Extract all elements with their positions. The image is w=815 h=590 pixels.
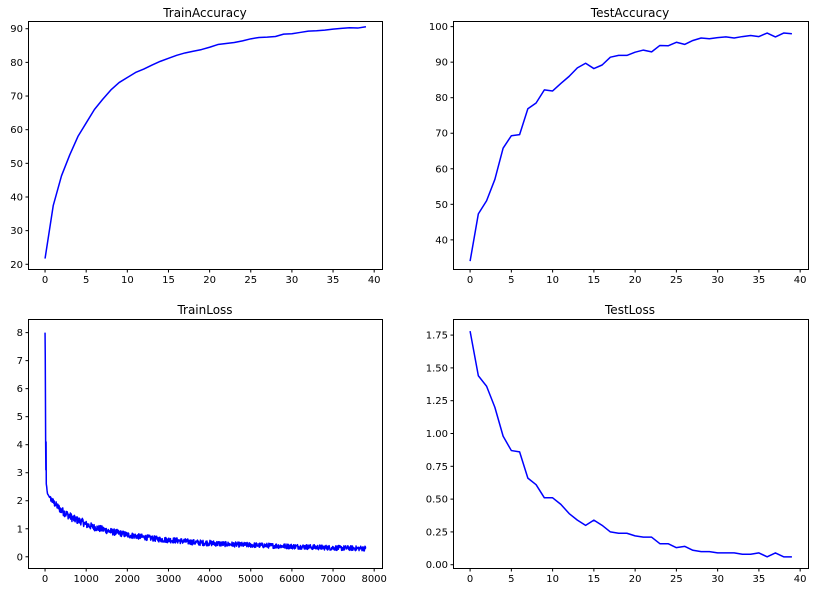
x-tick-label: 30 xyxy=(711,574,724,585)
y-tick-label: 8 xyxy=(17,328,23,339)
x-tick-label: 8000 xyxy=(361,574,386,585)
y-tick-label: 1.75 xyxy=(426,331,448,342)
y-tick-label: 30 xyxy=(10,226,23,237)
panel-test-accuracy: TestAccuracy 0 5 10 15 20 25 30 35 40 40 50 60 70 80 9… xyxy=(429,6,809,286)
y-tick-label: 1.25 xyxy=(426,396,448,407)
panel-train-loss: TrainLoss 0 1000 2000 3000 4000 5000 6000 7000 8… xyxy=(17,303,387,585)
y-tick-label: 90 xyxy=(10,24,23,35)
y-tick-label: 1 xyxy=(17,524,23,535)
x-tick-label: 6000 xyxy=(279,574,304,585)
chart-title: TestAccuracy xyxy=(590,6,669,20)
x-tick-label: 0 xyxy=(467,574,473,585)
x-tick-label: 10 xyxy=(546,275,559,286)
y-tick-label: 0.50 xyxy=(426,495,448,506)
y-tick-label: 80 xyxy=(10,58,23,69)
x-tick-label: 25 xyxy=(670,275,683,286)
x-tick-label: 30 xyxy=(286,275,299,286)
axes-frame xyxy=(453,21,809,270)
x-tick-label: 15 xyxy=(587,574,600,585)
y-tick-label: 40 xyxy=(435,235,448,246)
x-tick-label: 40 xyxy=(794,574,807,585)
x-tick-label: 15 xyxy=(162,275,175,286)
x-tick-label: 35 xyxy=(753,275,766,286)
x-tick-label: 1000 xyxy=(73,574,98,585)
series-line xyxy=(469,32,792,262)
plot-area: 0 5 10 15 20 25 30 35 40 40 50 60 70 80 90 100 xyxy=(429,22,807,286)
x-tick-label: 15 xyxy=(587,275,600,286)
chart-title: TrainLoss xyxy=(176,303,232,317)
x-tick-label: 10 xyxy=(546,574,559,585)
panel-test-loss: TestLoss 0 5 10 15 20 25 30 35 40 0.00 0.25 0.50 0.7… xyxy=(426,303,809,585)
y-tick-label: 1.50 xyxy=(426,363,448,374)
x-tick-label: 20 xyxy=(629,275,642,286)
y-tick-label: 70 xyxy=(435,129,448,140)
x-tick-label: 35 xyxy=(753,574,766,585)
chart-title: TrainAccuracy xyxy=(162,6,247,20)
y-tick-label: 70 xyxy=(10,92,23,103)
chart-title: TestLoss xyxy=(604,303,655,317)
x-tick-label: 0 xyxy=(42,574,48,585)
x-tick-label: 30 xyxy=(711,275,724,286)
y-tick-label: 60 xyxy=(435,164,448,175)
y-tick-label: 0.25 xyxy=(426,527,448,538)
x-tick-label: 10 xyxy=(121,275,134,286)
plot-area: 0 1000 2000 3000 4000 5000 6000 7000 8000 0 1 2 3 4 5 6… xyxy=(17,328,387,585)
y-tick-label: 3 xyxy=(17,468,23,479)
x-tick-label: 25 xyxy=(244,275,257,286)
y-tick-label: 7 xyxy=(17,356,23,367)
x-tick-label: 7000 xyxy=(320,574,345,585)
x-tick-label: 0 xyxy=(467,275,473,286)
x-tick-label: 5000 xyxy=(238,574,263,585)
x-tick-label: 4000 xyxy=(197,574,222,585)
x-tick-label: 5 xyxy=(83,275,89,286)
y-tick-label: 0.00 xyxy=(426,560,448,571)
axes-frame xyxy=(28,21,383,270)
y-tick-label: 4 xyxy=(17,440,23,451)
y-tick-label: 5 xyxy=(17,412,23,423)
plot-area: 0 5 10 15 20 25 30 35 40 0.00 0.25 0.50 0.75 1.00 1.25… xyxy=(426,331,807,585)
y-tick-label: 100 xyxy=(429,22,448,33)
x-tick-label: 3000 xyxy=(156,574,181,585)
panel-train-accuracy: TrainAccuracy 0 5 10 15 20 25 30 35 40 20 30 40 50 60… xyxy=(10,6,383,286)
x-tick-label: 25 xyxy=(670,574,683,585)
plot-area: 0 5 10 15 20 25 30 35 40 20 30 40 50 60 70 80 90 xyxy=(10,24,380,286)
y-tick-label: 1.00 xyxy=(426,429,448,440)
y-tick-label: 50 xyxy=(435,200,448,211)
x-tick-label: 40 xyxy=(794,275,807,286)
y-tick-label: 50 xyxy=(10,159,23,170)
series-line xyxy=(44,332,367,552)
axes-frame xyxy=(453,319,809,569)
x-tick-label: 0 xyxy=(42,275,48,286)
y-tick-label: 40 xyxy=(10,192,23,203)
axes-frame xyxy=(28,319,383,569)
y-tick-label: 60 xyxy=(10,125,23,136)
series-line xyxy=(469,331,792,558)
y-tick-label: 2 xyxy=(17,496,23,507)
y-tick-label: 90 xyxy=(435,58,448,69)
x-tick-label: 35 xyxy=(327,275,340,286)
y-tick-label: 80 xyxy=(435,93,448,104)
series-line xyxy=(44,25,367,259)
x-tick-label: 5 xyxy=(508,275,514,286)
x-tick-label: 5 xyxy=(508,574,514,585)
y-tick-label: 20 xyxy=(10,260,23,271)
x-tick-label: 20 xyxy=(629,574,642,585)
y-tick-label: 0 xyxy=(17,552,23,563)
x-tick-label: 2000 xyxy=(115,574,140,585)
x-tick-label: 20 xyxy=(203,275,216,286)
y-tick-label: 6 xyxy=(17,384,23,395)
x-tick-label: 40 xyxy=(368,275,381,286)
y-tick-label: 0.75 xyxy=(426,462,448,473)
